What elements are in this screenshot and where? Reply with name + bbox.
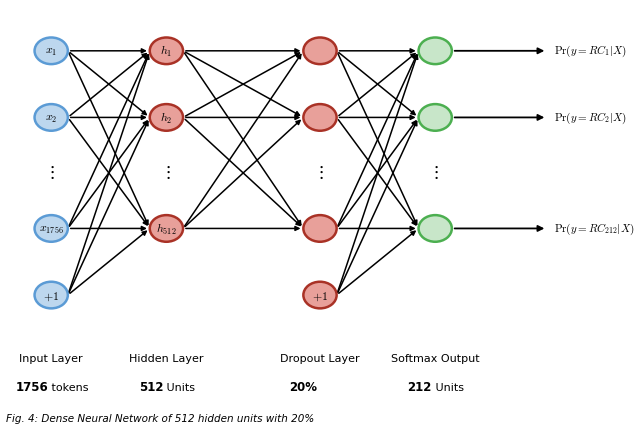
Text: $+1$: $+1$ [312,289,328,302]
Text: tokens: tokens [48,382,88,391]
Text: 512: 512 [139,380,163,393]
Text: $x_1$: $x_1$ [45,45,58,58]
Text: 1756: 1756 [15,380,48,393]
Text: 20%: 20% [289,380,317,393]
Ellipse shape [419,105,452,132]
Ellipse shape [303,216,337,242]
Ellipse shape [35,105,68,132]
Text: Units: Units [163,382,195,391]
Ellipse shape [419,216,452,242]
Text: $h_2$: $h_2$ [160,111,173,126]
Text: $x_2$: $x_2$ [45,112,58,125]
Text: $\vdots$: $\vdots$ [163,163,170,181]
Text: $\vdots$: $\vdots$ [431,163,439,181]
Ellipse shape [303,282,337,309]
Text: $\mathrm{Pr}(y = RC_{212}|X)$: $\mathrm{Pr}(y = RC_{212}|X)$ [554,221,634,236]
Text: Fig. 4: Dense Neural Network of 512 hidden units with 20%: Fig. 4: Dense Neural Network of 512 hidd… [6,414,315,423]
Ellipse shape [35,38,68,65]
Text: Input Layer: Input Layer [19,354,83,363]
Ellipse shape [303,105,337,132]
Text: Units: Units [432,382,464,391]
Text: $\mathrm{Pr}(y = RC_1|X)$: $\mathrm{Pr}(y = RC_1|X)$ [554,44,627,59]
Text: $+1$: $+1$ [43,289,60,302]
Ellipse shape [150,105,183,132]
Ellipse shape [303,38,337,65]
Ellipse shape [35,216,68,242]
Text: $x_{1756}$: $x_{1756}$ [39,222,63,236]
Text: 212: 212 [408,380,432,393]
Ellipse shape [35,282,68,309]
Ellipse shape [150,38,183,65]
Text: Hidden Layer: Hidden Layer [129,354,204,363]
Text: Softmax Output: Softmax Output [391,354,479,363]
Text: Dropout Layer: Dropout Layer [280,354,360,363]
Ellipse shape [419,38,452,65]
Text: $\vdots$: $\vdots$ [316,163,324,181]
Text: $h_{512}$: $h_{512}$ [156,222,177,236]
Text: $\mathrm{Pr}(y = RC_2|X)$: $\mathrm{Pr}(y = RC_2|X)$ [554,110,627,126]
Text: $\vdots$: $\vdots$ [47,163,55,181]
Text: $h_1$: $h_1$ [160,44,173,59]
Ellipse shape [150,216,183,242]
